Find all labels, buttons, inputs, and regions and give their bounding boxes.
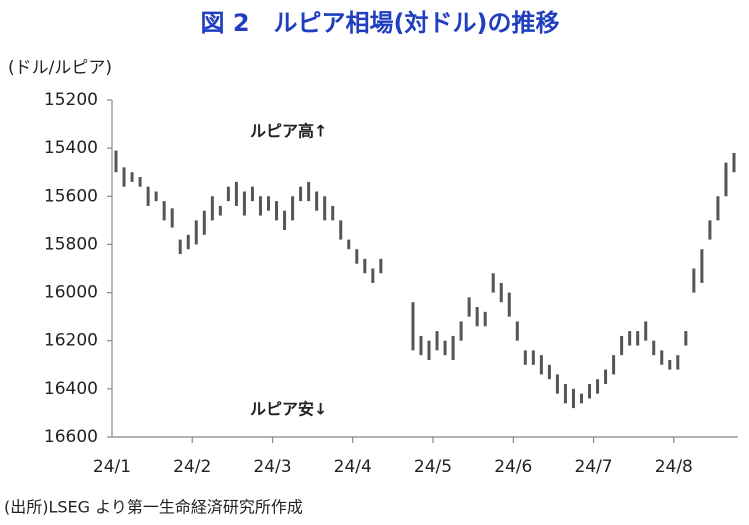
range-bar <box>531 350 535 365</box>
range-bar <box>451 335 455 360</box>
x-tick-label: 24/4 <box>334 457 372 477</box>
range-bar <box>307 181 311 202</box>
range-bar <box>523 350 527 365</box>
range-bar <box>218 205 222 216</box>
range-bar <box>162 201 166 221</box>
range-bar <box>234 181 238 206</box>
x-tick-label: 24/8 <box>655 457 693 477</box>
range-bar <box>315 191 319 211</box>
range-bar <box>563 384 567 404</box>
range-bar <box>178 239 182 255</box>
range-bar <box>242 191 246 216</box>
y-tick-label: 16000 <box>44 283 98 303</box>
range-bar <box>130 172 134 182</box>
range-bar <box>114 150 118 173</box>
range-bar <box>636 331 640 346</box>
range-bar <box>507 292 511 317</box>
range-bar <box>427 340 431 360</box>
range-bar <box>547 364 551 380</box>
range-bar <box>291 196 295 221</box>
chart-title: 図 2 ルピア相場(対ドル)の推移 <box>201 9 560 37</box>
range-bar <box>202 210 206 235</box>
y-tick-label: 15400 <box>44 138 98 158</box>
range-bar <box>644 321 648 341</box>
range-bar <box>459 321 463 341</box>
range-bar <box>467 297 471 317</box>
range-bar <box>331 205 335 221</box>
x-tick-label: 24/5 <box>414 457 452 477</box>
range-bar <box>596 379 600 394</box>
range-bar <box>660 350 664 365</box>
y-tick-label: 15600 <box>44 186 98 206</box>
range-bar <box>499 282 503 303</box>
range-bar <box>604 369 608 385</box>
y-tick-label: 16200 <box>44 331 98 351</box>
range-bar <box>186 234 190 250</box>
range-bar <box>684 331 688 346</box>
range-bar <box>620 335 624 356</box>
x-tick-label: 24/1 <box>93 457 131 477</box>
range-bar <box>323 196 327 221</box>
range-bar <box>732 152 736 173</box>
range-bar <box>339 220 343 240</box>
range-bar <box>258 196 262 216</box>
range-bar <box>708 220 712 240</box>
x-tick-label: 24/6 <box>494 457 532 477</box>
range-bar <box>571 388 575 409</box>
range-bar <box>555 374 559 394</box>
range-bar <box>275 201 279 221</box>
range-bar <box>676 355 680 370</box>
range-bar <box>588 384 592 399</box>
range-bar <box>435 331 439 351</box>
annotation: ルピア安↓ <box>250 400 327 419</box>
range-bar <box>443 340 447 356</box>
range-bar <box>371 268 375 283</box>
range-bar <box>226 186 230 202</box>
range-bar <box>138 177 142 187</box>
range-bar <box>692 268 696 293</box>
range-bar <box>250 186 254 202</box>
range-bar <box>652 340 656 356</box>
range-bar <box>491 273 495 293</box>
range-bar <box>539 355 543 375</box>
y-tick-label: 15800 <box>44 234 98 254</box>
range-bar <box>700 249 704 283</box>
range-bar <box>194 220 198 245</box>
range-bar <box>483 311 487 327</box>
x-tick-label: 24/7 <box>574 457 612 477</box>
y-tick-label: 15200 <box>44 90 98 110</box>
range-bar <box>419 335 423 356</box>
y-axis-label: (ドル/ルピア) <box>8 58 112 78</box>
range-bar <box>580 393 583 404</box>
range-bar <box>411 302 415 351</box>
source-note: (出所)LSEG より第一生命経済研究所作成 <box>4 498 303 517</box>
range-bar <box>363 258 367 274</box>
range-bar <box>154 191 158 202</box>
range-bar <box>299 186 303 202</box>
range-bar <box>612 355 616 375</box>
x-tick-label: 24/2 <box>173 457 211 477</box>
range-bar <box>122 167 126 187</box>
range-bar <box>146 186 150 206</box>
range-bar <box>283 210 287 230</box>
annotation: ルピア高↑ <box>250 122 327 141</box>
range-bar <box>668 359 672 370</box>
y-tick-label: 16600 <box>44 427 98 447</box>
x-tick-label: 24/3 <box>253 457 291 477</box>
range-bar <box>210 196 214 221</box>
range-bar <box>716 196 720 221</box>
range-bar <box>475 307 479 327</box>
range-bar <box>379 258 383 274</box>
y-tick-label: 16400 <box>44 379 98 399</box>
range-bar <box>355 249 359 264</box>
range-bar <box>347 239 351 250</box>
range-bar <box>515 321 519 341</box>
range-bar <box>170 208 174 228</box>
range-bar <box>628 331 632 346</box>
range-bar <box>267 196 270 211</box>
range-bar <box>724 162 728 197</box>
